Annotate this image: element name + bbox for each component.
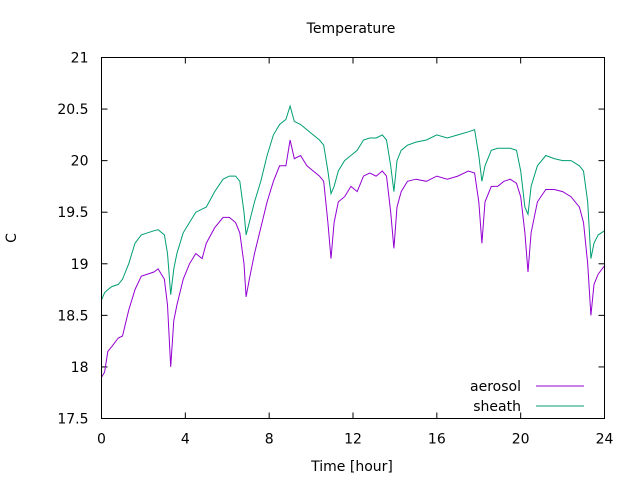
y-tick-label: 17.5 [57,412,88,428]
y-tick-label: 20 [71,154,89,170]
y-tick-label: 19 [71,257,89,273]
chart-title: Temperature [306,21,396,37]
legend-label-aerosol: aerosol [470,379,521,395]
y-axis-label: C [4,233,20,243]
y-tick-label: 18 [71,360,89,376]
series-line-sheath [101,104,605,301]
x-tick-label: 8 [265,432,274,448]
y-tick-label: 18.5 [57,308,88,324]
y-tick-label: 21 [71,51,89,67]
y-tick-label: 19.5 [57,205,88,221]
x-axis-label: Time [hour] [310,459,393,475]
x-tick-label: 12 [344,432,362,448]
series-line-aerosol [101,139,605,378]
legend: aerosol sheath [470,379,584,415]
y-tick-label: 20.5 [57,102,88,118]
x-tick-label: 16 [428,432,446,448]
legend-label-sheath: sheath [473,399,521,415]
x-tick-label: 0 [97,432,106,448]
x-tick-label: 24 [596,432,614,448]
series-layer [101,104,605,378]
plot-frame [101,57,605,419]
axis-ticks: 17.5 18 18.5 19 19.5 20 20.5 21 0 4 8 12 16 20 24 [57,51,613,448]
x-tick-label: 4 [181,432,190,448]
x-tick-label: 20 [512,432,530,448]
